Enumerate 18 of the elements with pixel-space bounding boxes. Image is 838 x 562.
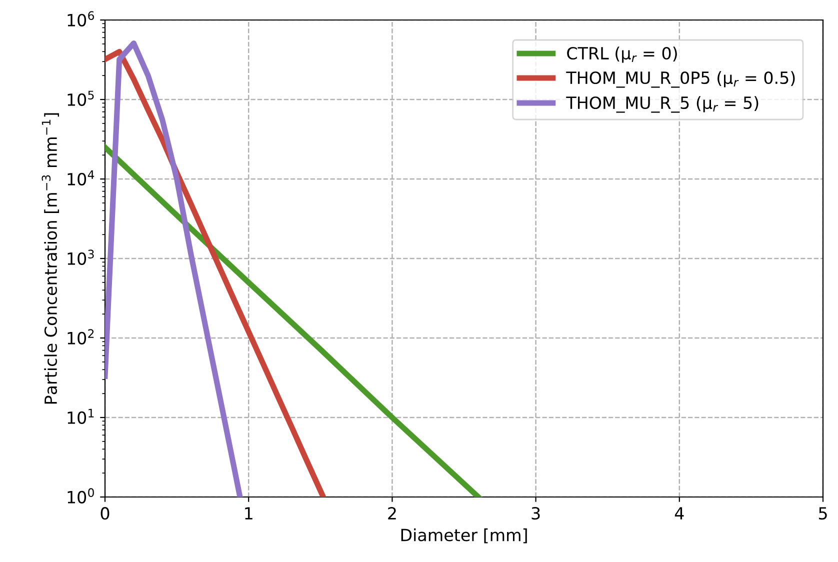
x-tick-label: 5 bbox=[818, 507, 827, 520]
x-tick-label: 0 bbox=[100, 507, 110, 520]
legend-label: THOM_MU_R_5 (μ$_{r}$ = 5) bbox=[566, 96, 758, 113]
y-tick-label: 10$^{0}$ bbox=[68, 488, 94, 504]
y-tick-label: 10$^{6}$ bbox=[68, 11, 94, 26]
y-tick-label: 10$^{3}$ bbox=[68, 250, 94, 265]
legend-label: THOM_MU_R_0P5 (μ$_{r}$ = 0.5) bbox=[566, 71, 795, 88]
x-tick-label: 2 bbox=[388, 507, 396, 520]
y-tick-label: 10$^{1}$ bbox=[68, 408, 94, 424]
y-tick-label: 10$^{4}$ bbox=[68, 170, 94, 186]
y-tick-label: 10$^{5}$ bbox=[68, 90, 94, 106]
x-tick-label: 3 bbox=[532, 507, 540, 520]
x-axis-title: Diameter [mm] bbox=[401, 528, 527, 544]
x-tick-label: 1 bbox=[245, 507, 252, 520]
x-tick-label: 4 bbox=[674, 507, 684, 520]
y-tick-label: 10$^{2}$ bbox=[68, 329, 94, 344]
legend-label: CTRL (μ$_{r}$ = 0) bbox=[567, 46, 677, 63]
y-axis-title: Particle Concentration [m$^{−3}$ mm$^{−1}$] bbox=[42, 113, 59, 404]
